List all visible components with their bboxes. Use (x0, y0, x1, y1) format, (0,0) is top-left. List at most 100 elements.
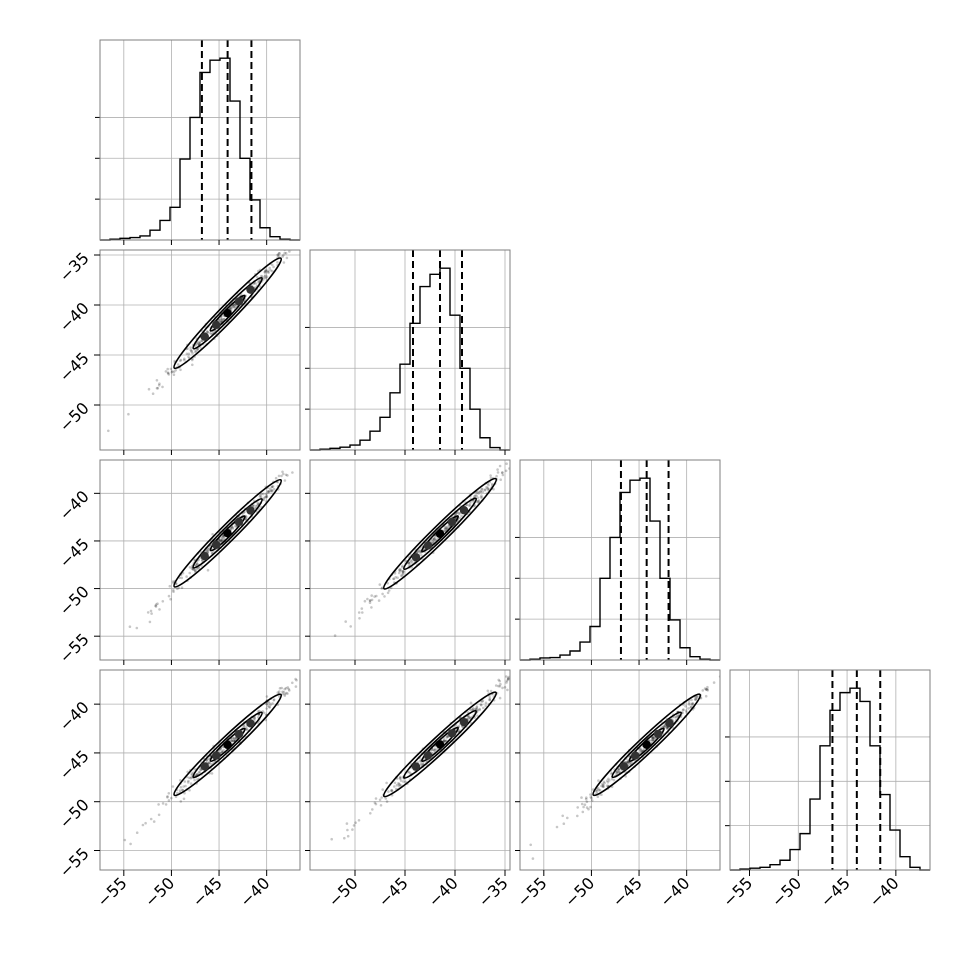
sample-point (303, 234, 306, 237)
sample-point (154, 603, 158, 606)
sample-point (196, 348, 199, 351)
x-tick-label: −45 (817, 873, 854, 910)
sample-point (501, 473, 505, 477)
sample-point (185, 575, 188, 578)
sample-point (187, 355, 190, 359)
sample-point (166, 796, 169, 799)
sample-point (265, 495, 269, 499)
sample-point (179, 779, 182, 782)
sample-point (281, 692, 284, 696)
sample-point (265, 702, 268, 706)
sample-point (517, 673, 520, 676)
sample-point (171, 580, 175, 583)
sample-point (346, 834, 350, 838)
sample-point (357, 611, 361, 614)
sample-point (525, 448, 528, 451)
sample-point (176, 587, 179, 591)
sample-point (283, 687, 287, 691)
density-contour-0 (173, 478, 283, 588)
sample-point (467, 504, 471, 507)
sample-point (617, 767, 620, 771)
sample-point (392, 577, 395, 581)
sample-point (411, 561, 414, 565)
sample-point (264, 495, 267, 499)
sample-point (480, 487, 483, 491)
sample-point (368, 599, 372, 603)
sample-point (693, 698, 697, 701)
sample-point (268, 702, 271, 705)
sample-point (360, 607, 364, 610)
sample-point (479, 490, 482, 493)
sample-point (281, 470, 284, 474)
sample-point (361, 611, 364, 614)
sample-point (616, 768, 620, 772)
sample-point (349, 625, 353, 628)
sample-point (639, 749, 643, 752)
sample-point (488, 694, 491, 698)
sample-point (684, 705, 687, 708)
sample-point (480, 496, 484, 499)
sample-point (706, 689, 709, 692)
histogram-step-3 (730, 687, 930, 871)
sample-point (473, 494, 476, 498)
sample-point (207, 546, 211, 550)
sample-point (484, 701, 488, 705)
sample-point (228, 307, 232, 310)
sample-point (176, 363, 180, 366)
sample-point (263, 275, 267, 278)
sample-point (194, 344, 197, 347)
sample-point (596, 786, 600, 790)
sample-point (505, 675, 508, 678)
sample-point (321, 656, 324, 659)
sample-point (401, 572, 405, 576)
sample-point (689, 706, 693, 709)
sample-point (496, 471, 500, 474)
scatter-panel-3-2 (519, 669, 721, 871)
sample-point (694, 698, 698, 701)
sample-point (164, 803, 168, 806)
sample-point (505, 679, 509, 683)
sample-point (518, 666, 521, 669)
sample-point (233, 303, 236, 307)
sample-point (602, 785, 605, 789)
sample-point (386, 582, 390, 585)
sample-point (264, 492, 268, 496)
sample-point (234, 305, 237, 309)
sample-point (220, 535, 224, 539)
sample-point (269, 489, 273, 493)
sample-point (191, 351, 194, 355)
sample-point (505, 462, 508, 466)
panel-frame (99, 39, 301, 241)
sample-point (284, 473, 288, 477)
sample-point (207, 548, 210, 551)
sample-point (398, 567, 402, 571)
sample-point (151, 392, 155, 396)
x-tick-label: −40 (865, 873, 902, 910)
sample-point (701, 689, 705, 692)
density-peak (411, 553, 421, 562)
sample-point (161, 385, 164, 389)
sample-point (320, 225, 323, 228)
sample-point (481, 699, 485, 702)
sample-point (395, 783, 399, 787)
sample-point (206, 568, 210, 572)
sample-point (222, 748, 225, 752)
x-tick-label: −50 (768, 873, 805, 910)
density-peak (631, 751, 640, 760)
sample-point (233, 303, 236, 307)
sample-point (231, 305, 234, 308)
sample-point (128, 625, 132, 628)
y-tick-label: −35 (56, 248, 93, 285)
sample-point (257, 279, 261, 283)
density-peak (223, 529, 232, 538)
sample-point (287, 687, 291, 691)
sample-point (169, 367, 173, 371)
sample-point (199, 768, 202, 771)
sample-point (688, 703, 691, 706)
sample-point (270, 488, 274, 492)
sample-point (190, 350, 193, 353)
sample-point (597, 779, 600, 782)
sample-point (384, 797, 388, 800)
sample-point (189, 776, 193, 780)
sample-point (397, 782, 400, 785)
